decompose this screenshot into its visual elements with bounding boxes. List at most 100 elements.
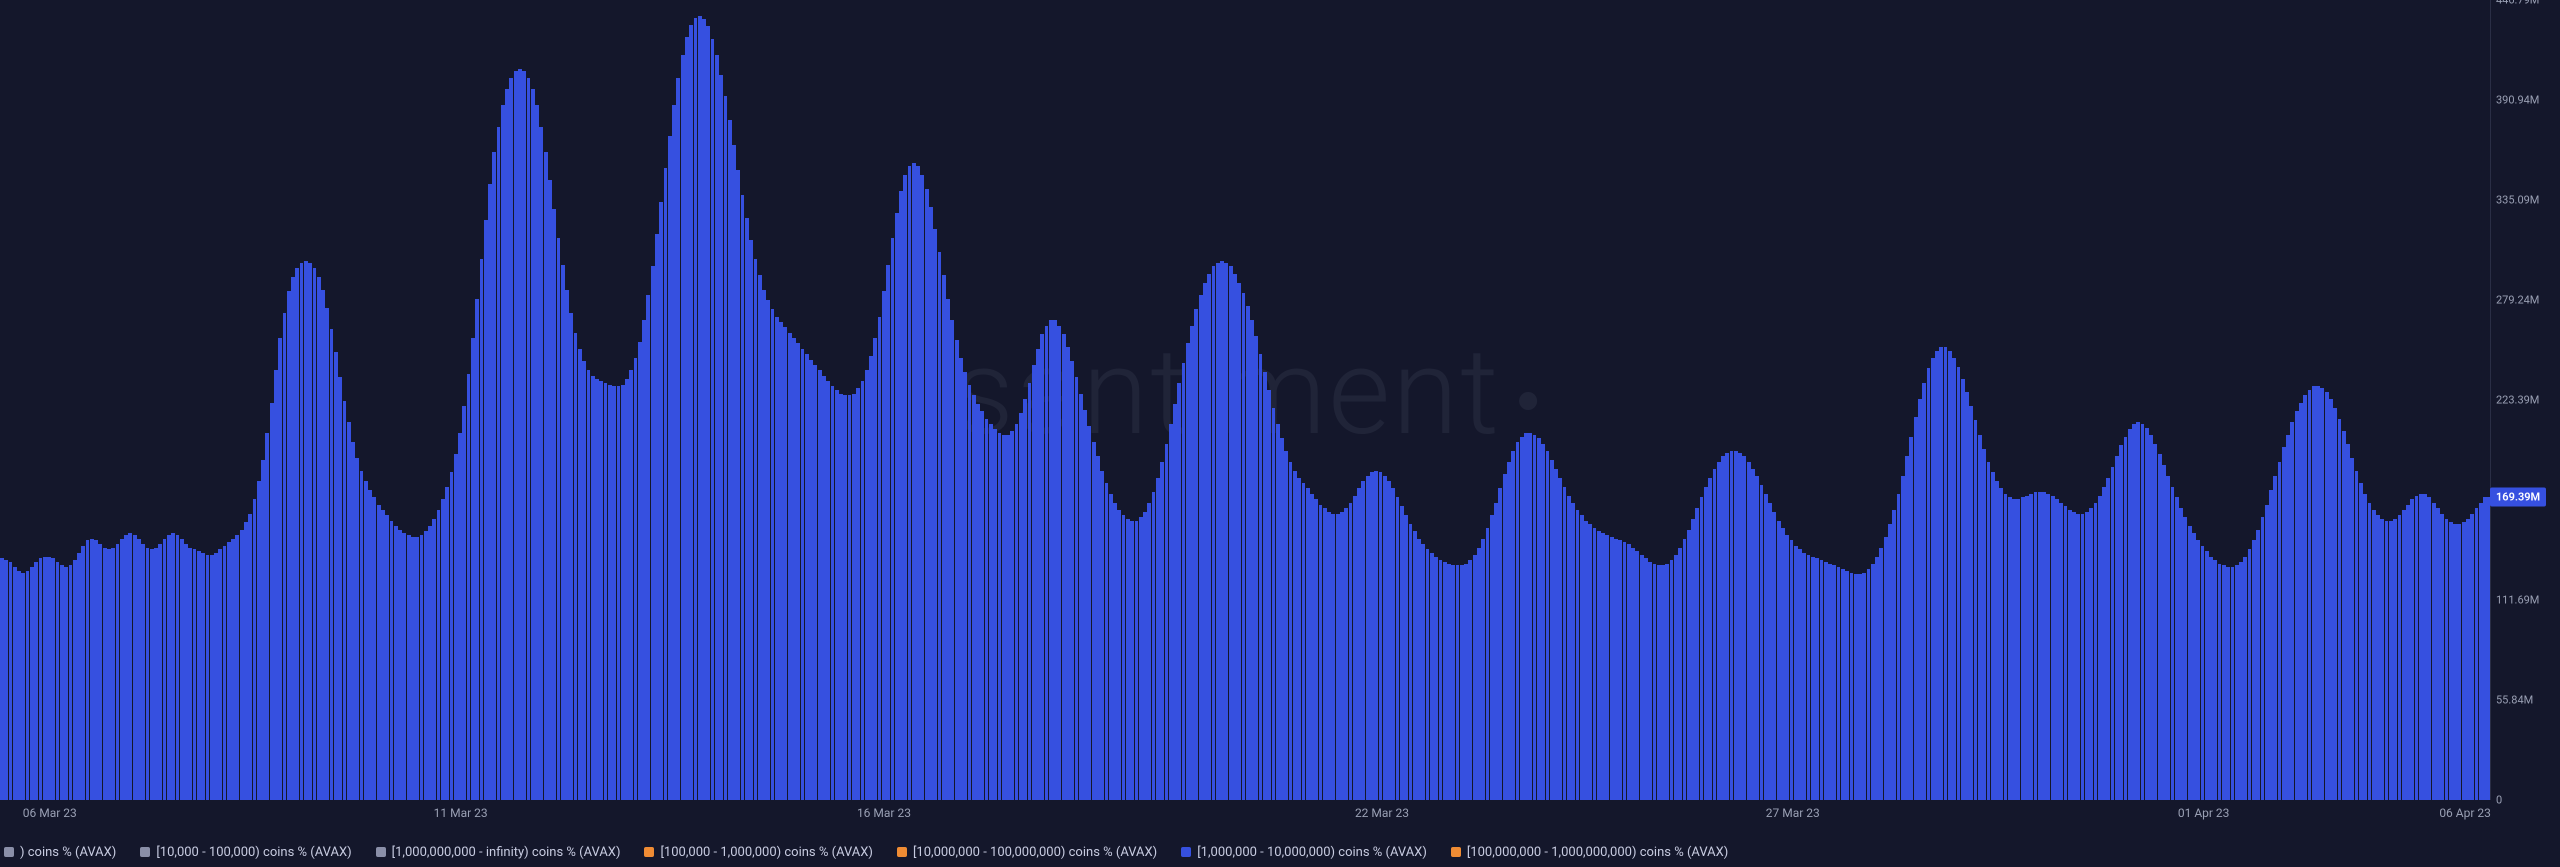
legend-item[interactable]: [100,000 - 1,000,000) coins % (AVAX)	[644, 845, 872, 860]
bar	[2064, 506, 2068, 800]
bar	[1173, 404, 1177, 800]
bar	[158, 544, 162, 800]
bar	[1468, 560, 1472, 800]
bar	[1079, 394, 1083, 800]
plot-area[interactable]: santiment	[0, 0, 2490, 800]
bar	[2132, 424, 2136, 800]
bar	[1387, 481, 1391, 800]
bar	[1117, 510, 1121, 800]
bar	[1135, 521, 1139, 800]
bar	[1725, 453, 1729, 800]
bar	[813, 365, 817, 800]
bar	[1781, 528, 1785, 800]
x-tick-label: 11 Mar 23	[434, 806, 488, 820]
bar	[291, 277, 295, 800]
x-tick-label: 16 Mar 23	[857, 806, 911, 820]
legend-item[interactable]: [1,000,000,000 - infinity) coins % (AVAX…	[376, 845, 621, 860]
bar	[1700, 497, 1704, 800]
bar	[2196, 540, 2200, 800]
bar	[475, 299, 479, 800]
bar	[1366, 476, 1370, 800]
bar	[989, 424, 993, 800]
bar	[835, 390, 839, 800]
bar	[1023, 399, 1027, 800]
bar	[1653, 564, 1657, 800]
y-tick-label: 390.94M	[2496, 94, 2539, 107]
bar	[1593, 528, 1597, 800]
bar	[711, 39, 715, 800]
bar	[231, 539, 235, 800]
bar	[124, 535, 128, 800]
bar	[1165, 444, 1169, 800]
bar	[1648, 562, 1652, 800]
bar	[724, 96, 728, 800]
bar	[1310, 494, 1314, 800]
bar	[831, 386, 835, 800]
bar	[1473, 555, 1477, 800]
legend-item[interactable]: [100,000,000 - 1,000,000,000) coins % (A…	[1451, 845, 1728, 860]
bar	[325, 308, 329, 800]
bar	[976, 404, 980, 800]
legend-item[interactable]: [10,000 - 100,000) coins % (AVAX)	[140, 845, 351, 860]
bar	[364, 481, 368, 800]
bar	[886, 265, 890, 800]
bar	[612, 386, 616, 800]
bar	[1477, 548, 1481, 800]
bar	[745, 218, 749, 800]
bar	[51, 558, 55, 800]
legend-swatch	[4, 847, 14, 857]
legend-label: [10,000 - 100,000) coins % (AVAX)	[156, 845, 351, 860]
bar	[0, 558, 4, 800]
bar	[398, 530, 402, 800]
bar	[1293, 471, 1297, 800]
bar	[1657, 565, 1661, 800]
bar	[2470, 514, 2474, 800]
bar	[154, 548, 158, 800]
bar	[1490, 515, 1494, 800]
bar	[1250, 320, 1254, 800]
bar	[1661, 565, 1665, 800]
bar	[950, 320, 954, 800]
bar	[107, 549, 111, 800]
bar	[1032, 365, 1036, 800]
bar	[591, 376, 595, 800]
bar	[1627, 544, 1631, 800]
bar	[1567, 496, 1571, 800]
legend-item[interactable]: [10,000,000 - 100,000,000) coins % (AVAX…	[897, 845, 1157, 860]
bar	[1755, 476, 1759, 800]
bar	[903, 175, 907, 800]
bar	[1070, 361, 1074, 800]
y-tick-label: 0	[2496, 794, 2502, 807]
legend-item[interactable]: ) coins % (AVAX)	[4, 845, 116, 860]
bar	[244, 522, 248, 800]
bar	[43, 557, 47, 801]
bar	[1306, 488, 1310, 800]
bar	[998, 433, 1002, 800]
legend-label: [100,000,000 - 1,000,000,000) coins % (A…	[1467, 845, 1728, 860]
bar	[2462, 522, 2466, 800]
bar	[1708, 478, 1712, 800]
bar	[1605, 535, 1609, 800]
y-axis: 055.84M111.69M223.39M279.24M335.09M390.9…	[2490, 0, 2560, 800]
bar	[1798, 549, 1802, 800]
bar	[539, 127, 543, 800]
y-tick-label: 335.09M	[2496, 194, 2539, 207]
bar	[895, 213, 899, 800]
bar	[2346, 444, 2350, 800]
bar	[2445, 519, 2449, 800]
bar	[432, 519, 436, 800]
bar	[792, 338, 796, 800]
bar	[1096, 456, 1100, 800]
legend-item[interactable]: [1,000,000 - 10,000,000) coins % (AVAX)	[1181, 845, 1427, 860]
bar	[2016, 499, 2020, 800]
bar	[163, 539, 167, 800]
bar	[1678, 548, 1682, 800]
bar	[1139, 517, 1143, 800]
bar	[783, 327, 787, 800]
legend-swatch	[1181, 847, 1191, 857]
bar	[1010, 431, 1014, 800]
bar	[2059, 503, 2063, 800]
bar	[445, 487, 449, 800]
bar	[843, 395, 847, 800]
bar	[2025, 496, 2029, 800]
